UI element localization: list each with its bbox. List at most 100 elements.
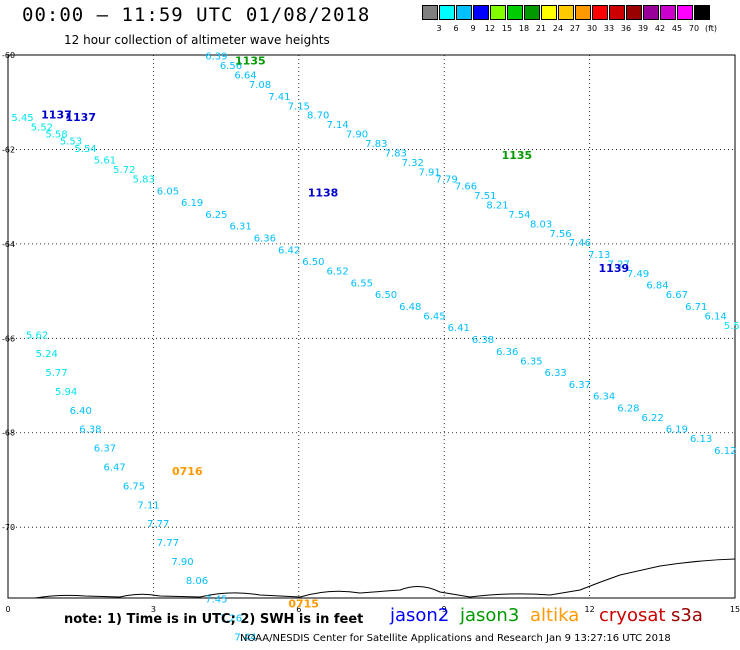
- legend-swatch: [524, 5, 540, 20]
- legend-s3a: s3a: [671, 605, 703, 626]
- wave-height-value: 6.35: [520, 356, 542, 367]
- x-tick-label: 9: [442, 605, 447, 614]
- wave-height-value: 6.22: [641, 413, 663, 424]
- wave-height-value: 7.83: [365, 139, 387, 150]
- wave-height-value: 6.19: [181, 198, 203, 209]
- wave-height-value: 6.12: [714, 446, 736, 457]
- wave-height-value: 7.77: [147, 519, 169, 530]
- y-tick-label: -68: [2, 429, 15, 438]
- y-tick-label: -62: [2, 145, 15, 154]
- wave-height-value: 6.37: [94, 444, 116, 455]
- legend-swatch: [507, 5, 523, 20]
- wave-height-value: 7.54: [508, 210, 530, 221]
- wave-height-value: 6.05: [157, 186, 179, 197]
- wave-height-value: 6.39: [205, 52, 227, 63]
- wave-height-value: 7.90: [171, 557, 193, 568]
- legend-jason3: jason3: [460, 605, 520, 626]
- legend-label: 15: [501, 24, 513, 33]
- wave-height-value: 6.40: [70, 406, 92, 417]
- wave-height-value: 6.38: [472, 335, 494, 346]
- wave-height-value: 6.47: [103, 463, 125, 474]
- wave-height-value: 7.79: [435, 174, 457, 185]
- wave-height-value: 7.45: [205, 595, 227, 606]
- legend-label: 3: [436, 24, 442, 33]
- wave-height-value: 6.19: [666, 425, 688, 436]
- legend-swatch: [643, 5, 659, 20]
- wave-height-value: 6.33: [545, 368, 567, 379]
- note-text: note: 1) Time is in UTC; 2) SWH is in fe…: [64, 612, 364, 627]
- wave-height-value: 5.56: [724, 321, 740, 332]
- legend-label: 42: [654, 24, 666, 33]
- wave-height-value: 6.25: [205, 210, 227, 221]
- y-tick-label: -64: [2, 240, 15, 249]
- legend-swatch: [541, 5, 557, 20]
- wave-height-value: 5.45: [11, 113, 33, 124]
- legend-swatch: [626, 5, 642, 20]
- legend-swatch: [660, 5, 676, 20]
- wave-height-value: 6.45: [423, 311, 445, 322]
- wave-height-value: 6.48: [399, 302, 421, 313]
- legend-swatch: [456, 5, 472, 20]
- wave-height-value: 6.75: [123, 481, 145, 492]
- wave-height-value: 5.52: [31, 123, 53, 134]
- wave-height-value: 7.32: [402, 158, 424, 169]
- wave-height-value: 6.31: [230, 222, 252, 233]
- legend-swatch: [558, 5, 574, 20]
- legend-label: 24: [552, 24, 564, 33]
- legend-altika: altika: [530, 605, 580, 626]
- wave-height-value: 6.41: [448, 323, 470, 334]
- legend-swatch: [575, 5, 591, 20]
- chart-title: 00:00 – 11:59 UTC 01/08/2018: [22, 4, 371, 26]
- wave-height-value: 7.77: [157, 538, 179, 549]
- wave-height-value: 7.56: [549, 229, 571, 240]
- wave-height-value: 8.06: [186, 576, 208, 587]
- legend-label: 18: [518, 24, 530, 33]
- legend-label: 12: [484, 24, 496, 33]
- wave-height-value: 5.94: [55, 387, 77, 398]
- track-time-label: 0715: [288, 597, 319, 610]
- legend-label: 21: [535, 24, 547, 33]
- wave-height-value: 7.13: [588, 250, 610, 261]
- coastline: [34, 558, 736, 599]
- track-time-label: 1137: [65, 111, 96, 124]
- wave-height-value: 7.15: [288, 101, 310, 112]
- x-tick-label: 12: [585, 605, 595, 614]
- track-time-label: 1138: [308, 187, 339, 200]
- wave-height-value: 6.14: [704, 311, 726, 322]
- x-tick-label: 15: [730, 605, 740, 614]
- wave-height-value: 6.38: [79, 425, 101, 436]
- wave-height-value: 7.44: [234, 632, 256, 643]
- x-tick-label: 0: [5, 605, 10, 614]
- wave-height-value: 7.27: [608, 259, 630, 270]
- wave-height-value: 5.72: [113, 165, 135, 176]
- legend-label: 45: [671, 24, 683, 33]
- map-frame: [7, 54, 736, 599]
- legend-swatch: [677, 5, 693, 20]
- wave-height-value: 6.36: [496, 347, 518, 358]
- wave-height-value: 6.52: [326, 267, 348, 278]
- y-tick-label: -66: [2, 334, 15, 343]
- legend-label: 39: [637, 24, 649, 33]
- wave-height-value: 5.83: [133, 174, 155, 185]
- wave-height-value: 6.84: [646, 281, 668, 292]
- altimeter-points: 6.396.566.647.087.417.158.707.147.907.83…: [11, 52, 740, 644]
- wave-height-value: 6.37: [569, 380, 591, 391]
- wave-height-value: 7.08: [249, 80, 271, 91]
- legend-swatch: [422, 5, 438, 20]
- wave-height-value: 6.50: [375, 290, 397, 301]
- track-time-label: 1139: [599, 262, 630, 275]
- wave-height-value: 7.46: [569, 238, 591, 249]
- wave-height-value: 5.24: [36, 349, 58, 360]
- x-tick-label: 3: [151, 605, 156, 614]
- wave-height-value: 6.71: [685, 302, 707, 313]
- legend-label: 36: [620, 24, 632, 33]
- chart-subtitle: 12 hour collection of altimeter wave hei…: [64, 33, 330, 47]
- legend-swatch: [609, 5, 625, 20]
- axis-ticks: -60 -62 -64 -66 -68 -70 0 3 6 9 12 15: [2, 51, 740, 614]
- footer-credit: NOAA/NESDIS Center for Satellite Applica…: [240, 633, 671, 644]
- wave-height-value: 6.56: [220, 61, 242, 72]
- legend-label: 70: [688, 24, 700, 33]
- wave-height-value: 7.14: [326, 120, 348, 131]
